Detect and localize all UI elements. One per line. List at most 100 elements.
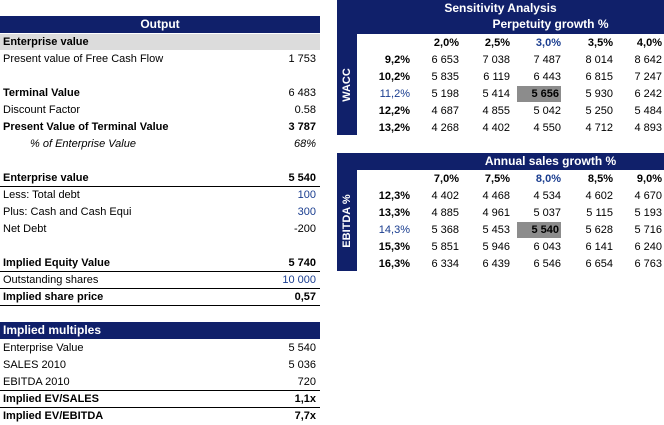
table1-cell-3-2: 5 042 (533, 105, 561, 117)
multiples-row-ebitda: EBITDA 2010 720 (0, 374, 320, 391)
output-row-terminal-value: Terminal Value 6 483 (0, 85, 320, 101)
output-row-outstanding-shares: Outstanding shares 10 000 (0, 272, 320, 289)
wacc-axis-label: WACC (337, 34, 357, 135)
table2-cell-1-1: 4 961 (482, 207, 510, 219)
row-label: Enterprise Value (3, 342, 84, 354)
multiples-row-ev-ebitda: Implied EV/EBITDA 7,7x (0, 408, 320, 424)
row-value: 1,1x (294, 393, 316, 405)
table1-cell-1-1: 6 119 (483, 71, 510, 83)
table2-row-label-0: 12,3% (378, 190, 410, 202)
table1-cell-0-0: 6 653 (431, 54, 459, 66)
table2-col-header-4: 9,0% (636, 173, 662, 185)
row-value: 720 (297, 376, 316, 388)
table1-col-header-0: 2,0% (433, 37, 459, 49)
row-label: Net Debt (3, 223, 47, 235)
row-value: 5 540 (288, 342, 316, 354)
table1-row-label-3: 12,2% (378, 105, 410, 117)
table2-cell-3-3: 6 141 (585, 241, 613, 253)
table1-cell-2-3: 5 930 (585, 88, 613, 100)
table1-col-header-3: 3,5% (587, 37, 613, 49)
output-row-discount-factor: Discount Factor 0.58 (0, 102, 320, 118)
row-label: % of Enterprise Value (30, 138, 136, 150)
table2-cell-4-2: 6 546 (533, 258, 561, 270)
table1-cell-1-0: 5 835 (431, 71, 459, 83)
row-value: 5 540 (288, 172, 316, 184)
table2-col-header-2: 8,0% (535, 173, 561, 185)
table2-cell-2-3: 5 628 (585, 224, 613, 236)
row-label: Present value of Free Cash Flow (3, 53, 164, 65)
table2-cell-0-4: 4 670 (634, 190, 662, 202)
row-label: Terminal Value (3, 87, 80, 99)
table2-cell-1-4: 5 193 (634, 207, 662, 219)
output-row-pct-ev: % of Enterprise Value 68% (0, 136, 320, 152)
table1-row-label-0: 9,2% (384, 54, 410, 66)
row-label: Implied Equity Value (3, 257, 110, 269)
table1-cell-4-4: 4 893 (634, 122, 662, 134)
output-row-enterprise-value-title: Enterprise value (0, 34, 320, 50)
row-value: 300 (297, 206, 316, 218)
row-value: 5 740 (288, 257, 316, 269)
row-value: 5 036 (288, 359, 316, 371)
table1-col-header-1: 2,5% (484, 37, 510, 49)
row-value: 6 483 (288, 87, 316, 99)
table2-row-label-2: 14,3% (378, 224, 410, 236)
row-label: SALES 2010 (3, 359, 66, 371)
table2-cell-3-1: 5 946 (482, 241, 510, 253)
ebitda-axis-text: EBITDA % (341, 193, 353, 248)
output-row-total-debt: Less: Total debt 100 (0, 187, 320, 203)
table1-cell-3-1: 4 855 (482, 105, 510, 117)
table1-cell-4-1: 4 402 (482, 122, 510, 134)
output-header: Output (0, 16, 320, 33)
table1-row-label-2: 11,2% (379, 88, 410, 100)
table2-col-header: Annual sales growth % (484, 154, 617, 168)
row-label: Implied EV/EBITDA (3, 410, 104, 422)
table2-row-label-3: 15,3% (378, 241, 410, 253)
output-row-pv-fcf: Present value of Free Cash Flow 1 753 (0, 51, 320, 67)
row-value: 7,7x (294, 410, 316, 422)
output-row-share-price: Implied share price 0,57 (0, 289, 320, 306)
row-label: Discount Factor (3, 104, 81, 116)
table2-cell-2-2: 5 540 (517, 222, 561, 238)
row-value: 3 787 (288, 121, 316, 133)
table2-cell-2-4: 5 716 (634, 224, 662, 236)
table1-col-header-4: 4,0% (636, 37, 662, 49)
table2-header-bar: Annual sales growth % (337, 153, 664, 170)
table1-cell-1-4: 7 247 (634, 71, 662, 83)
table1-cell-0-3: 8 014 (585, 54, 613, 66)
table2-cell-4-3: 6 654 (585, 258, 613, 270)
table2-cell-1-2: 5 037 (533, 207, 561, 219)
row-value: 68% (293, 138, 316, 150)
output-row-net-debt: Net Debt -200 (0, 221, 320, 237)
table2-cell-3-0: 5 851 (431, 241, 459, 253)
row-label: Outstanding shares (3, 274, 99, 286)
table1-cell-0-4: 8 642 (634, 54, 662, 66)
row-label: Implied share price (3, 291, 104, 303)
table2-col-header-1: 7,5% (484, 173, 510, 185)
output-row-implied-equity: Implied Equity Value 5 740 (0, 255, 320, 272)
row-value: 0.58 (294, 104, 316, 116)
table2-cell-4-4: 6 763 (634, 258, 662, 270)
table1-row-label-1: 10,2% (378, 71, 410, 83)
row-value: 10 000 (282, 274, 316, 286)
table1-cell-2-4: 6 242 (634, 88, 662, 100)
table2-cell-0-3: 4 602 (585, 190, 613, 202)
table2-cell-0-2: 4 534 (533, 190, 561, 202)
multiples-row-sales: SALES 2010 5 036 (0, 357, 320, 373)
sensitivity-title: Sensitivity Analysis (444, 1, 557, 15)
table1-cell-2-2: 5 656 (517, 86, 561, 102)
row-label: EBITDA 2010 (3, 376, 70, 388)
table2-cell-3-4: 6 240 (634, 241, 662, 253)
multiples-header-text: Implied multiples (3, 323, 102, 337)
row-value: 0,57 (294, 291, 316, 303)
table2-cell-0-1: 4 468 (482, 190, 510, 202)
table2-cell-0-0: 4 402 (431, 190, 459, 202)
row-label: Present Value of Terminal Value (3, 121, 169, 133)
table2-cell-1-0: 4 885 (431, 207, 459, 219)
table1-cell-4-2: 4 550 (533, 122, 561, 134)
table2-cell-4-1: 6 439 (482, 258, 510, 270)
table1-cell-4-0: 4 268 (431, 122, 459, 134)
table2-cell-2-1: 5 453 (482, 224, 510, 236)
row-label: Plus: Cash and Cash Equi (3, 206, 132, 218)
table1-cell-3-3: 5 250 (585, 105, 613, 117)
table1-cell-0-1: 7 038 (482, 54, 510, 66)
